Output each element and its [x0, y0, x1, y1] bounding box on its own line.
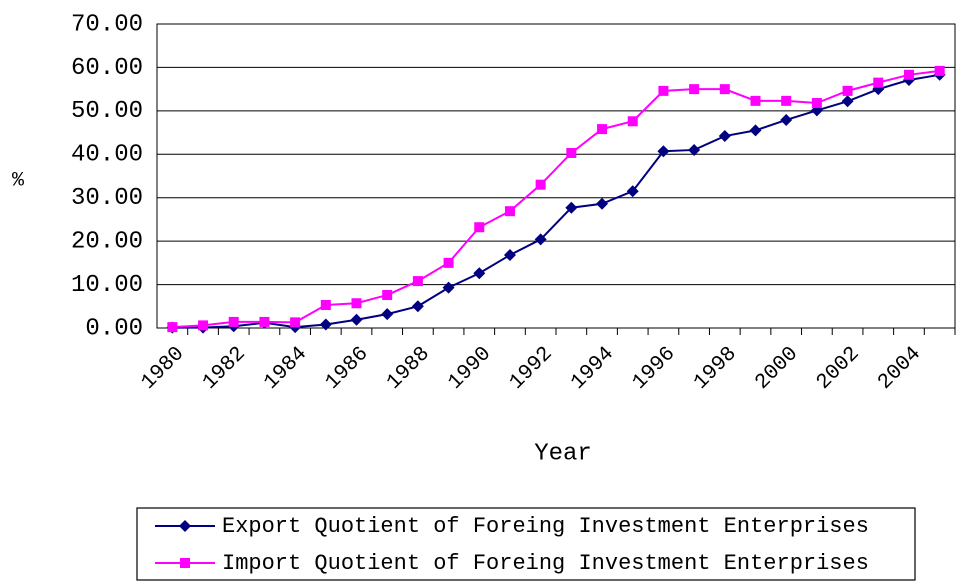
x-tick-label: 2002: [813, 343, 865, 395]
x-tick-label: 1990: [444, 343, 496, 395]
legend-marker: [180, 558, 190, 568]
data-point: [442, 281, 455, 294]
data-point: [627, 116, 638, 127]
data-point: [842, 85, 853, 96]
data-point: [412, 276, 423, 287]
x-tick-label: 1996: [628, 343, 680, 395]
data-point: [351, 298, 362, 309]
data-point: [503, 249, 516, 262]
data-point: [474, 222, 485, 233]
y-tick-label: 10.00: [71, 272, 143, 299]
data-point: [934, 65, 945, 76]
x-tick-label: 1980: [137, 343, 189, 395]
legend-label: Export Quotient of Foreing Investment En…: [222, 514, 869, 539]
data-point: [535, 179, 546, 190]
data-point: [167, 322, 178, 333]
y-axis-label: %: [12, 169, 25, 192]
data-point: [596, 197, 609, 210]
data-point: [565, 201, 578, 214]
data-point: [780, 113, 793, 126]
y-tick-label: 0.00: [85, 315, 143, 342]
data-point: [350, 313, 363, 326]
data-point: [658, 85, 669, 96]
data-point: [473, 267, 486, 280]
data-point: [718, 130, 731, 143]
data-point: [626, 185, 639, 198]
data-point: [534, 233, 547, 246]
data-point: [719, 84, 730, 95]
x-tick-label: 1984: [260, 343, 312, 395]
data-point: [566, 147, 577, 158]
data-point: [749, 124, 762, 137]
legend-box: [136, 507, 916, 581]
y-tick-label: 70.00: [71, 11, 143, 38]
series-line: [172, 73, 940, 329]
data-point: [657, 145, 670, 158]
data-point: [689, 84, 700, 95]
x-tick-label: 1992: [506, 343, 558, 395]
data-point: [781, 95, 792, 106]
data-point: [319, 318, 332, 331]
y-tick-label: 40.00: [71, 142, 143, 169]
x-tick-label: 1988: [383, 343, 435, 395]
series-line: [172, 69, 940, 329]
y-tick-label: 60.00: [71, 55, 143, 82]
data-point: [320, 299, 331, 310]
x-tick-label: 1998: [690, 343, 742, 395]
data-point: [443, 257, 454, 268]
plot-border: [156, 23, 956, 329]
data-point: [504, 206, 515, 217]
data-point: [811, 98, 822, 109]
x-tick-label: 1982: [199, 343, 251, 395]
x-tick-label: 1994: [567, 343, 619, 395]
data-point: [411, 300, 424, 313]
data-point: [597, 124, 608, 135]
y-tick-label: 50.00: [71, 98, 143, 125]
x-tick-label: 1986: [321, 343, 373, 395]
data-point: [259, 316, 270, 327]
legend-marker: [179, 520, 191, 532]
legend-label: Import Quotient of Foreing Investment En…: [222, 551, 869, 576]
data-point: [382, 289, 393, 300]
x-axis-label: Year: [534, 440, 592, 467]
data-point: [903, 69, 914, 80]
data-point: [198, 320, 209, 331]
x-tick-label: 2000: [751, 343, 803, 395]
data-point: [873, 77, 884, 88]
y-tick-label: 30.00: [71, 185, 143, 212]
data-point: [290, 317, 301, 328]
y-tick-label: 20.00: [71, 228, 143, 255]
data-point: [841, 95, 854, 108]
x-tick-label: 2004: [874, 343, 926, 395]
data-point: [228, 316, 239, 327]
data-point: [381, 308, 394, 321]
data-point: [688, 143, 701, 156]
data-point: [750, 95, 761, 106]
